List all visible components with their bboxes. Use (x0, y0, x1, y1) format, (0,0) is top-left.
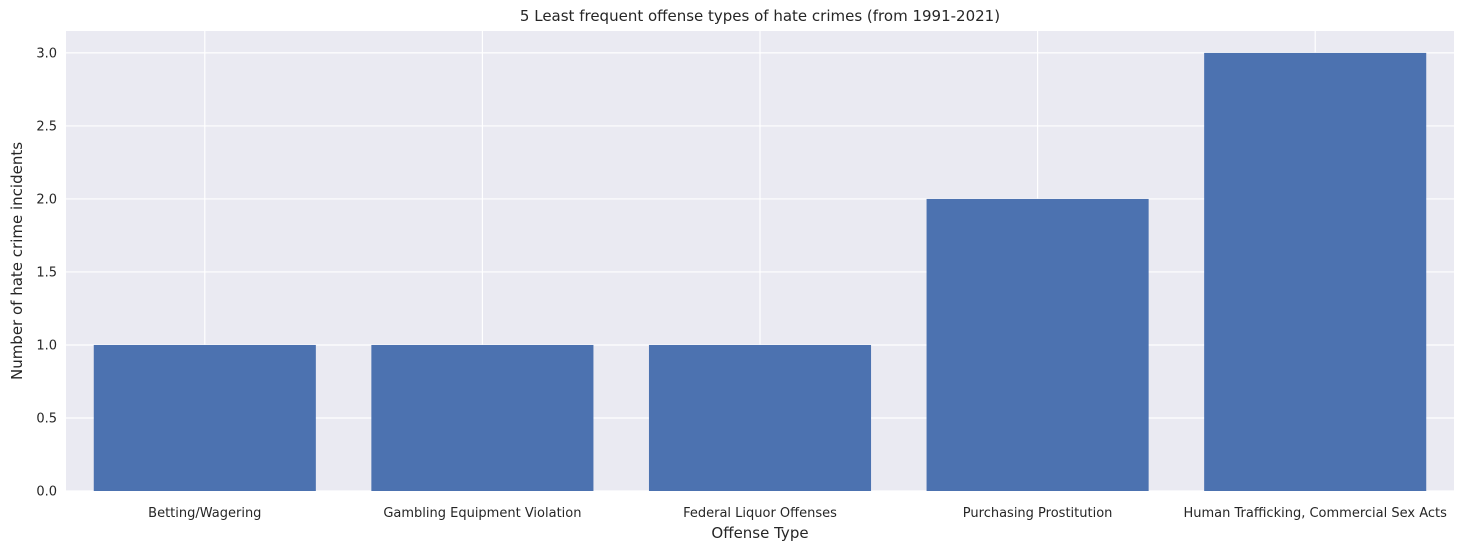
bar-4 (1204, 52, 1427, 492)
y-tick-label: 2.0 (36, 192, 57, 207)
x-tick-label: Purchasing Prostitution (963, 506, 1113, 521)
x-tick-label: Federal Liquor Offenses (683, 506, 837, 521)
bars (93, 52, 1427, 492)
bar-3 (926, 198, 1149, 491)
y-tick-label: 1.5 (36, 265, 57, 280)
bar-1 (371, 344, 594, 491)
y-tick-label: 3.0 (36, 46, 57, 61)
x-tick-label: Betting/Wagering (148, 506, 261, 521)
y-tick-label: 1.0 (36, 338, 57, 353)
x-tick-label: Human Trafficking, Commercial Sex Acts (1184, 506, 1448, 521)
y-tick-label: 0.5 (36, 411, 57, 426)
x-tick-label: Gambling Equipment Violation (383, 506, 581, 521)
y-tick-label: 0.0 (36, 485, 57, 500)
chart-title: 5 Least frequent offense types of hate c… (520, 7, 1000, 25)
y-axis-title: Number of hate crime incidents (8, 142, 26, 380)
x-axis-title: Offense Type (711, 524, 808, 542)
y-tick-labels: 0.0 0.5 1.0 1.5 2.0 2.5 3.0 (36, 46, 57, 499)
y-tick-label: 2.5 (36, 119, 57, 134)
bar-2 (648, 344, 872, 491)
x-tick-labels: Betting/Wagering Gambling Equipment Viola… (148, 506, 1447, 521)
bar-0 (93, 344, 316, 491)
